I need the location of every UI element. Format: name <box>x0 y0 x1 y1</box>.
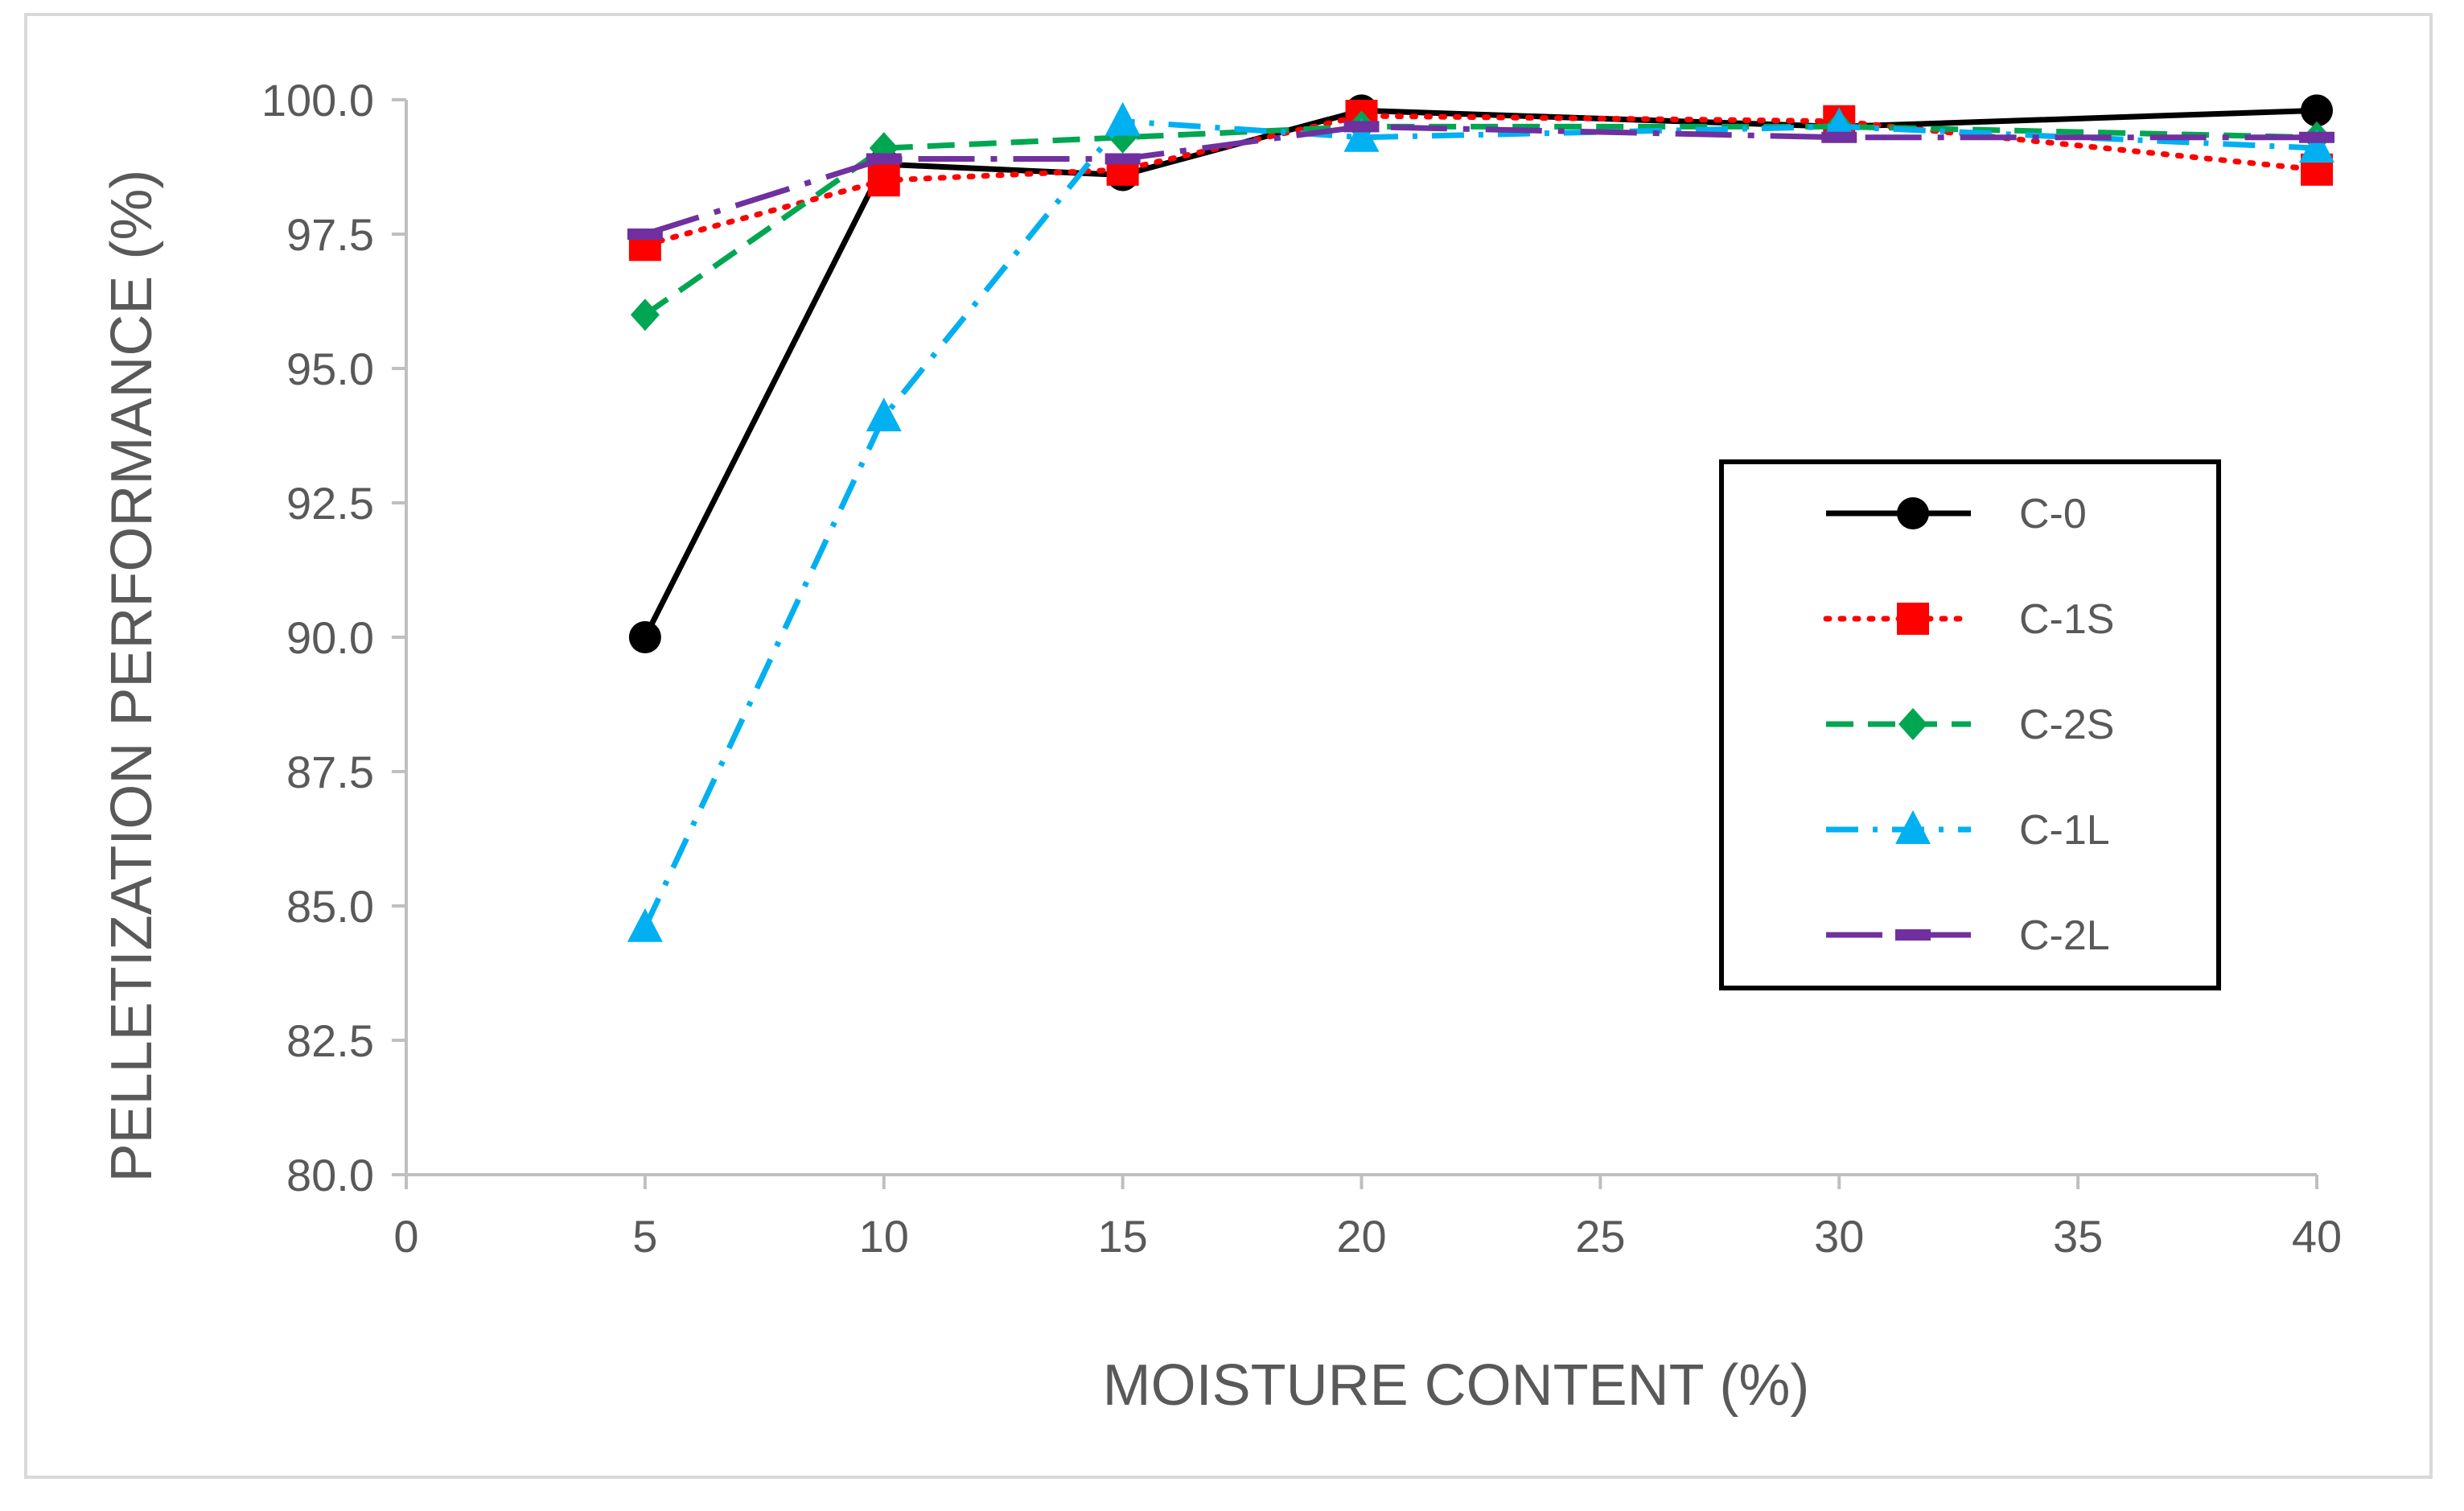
data-point-legend-c1l <box>1895 810 1931 844</box>
legend-label-c2s: C-2S <box>2019 702 2114 748</box>
data-point-c0 <box>628 621 661 653</box>
data-point-legend-c2s <box>1898 708 1927 740</box>
x-tick-label: 10 <box>859 1211 909 1262</box>
series-c2l <box>627 121 2334 240</box>
data-point-c2l <box>1343 121 1380 133</box>
data-point-c2s <box>630 298 660 331</box>
data-point-legend-c0 <box>1897 497 1929 529</box>
series-lines <box>627 94 2334 942</box>
series-c1l <box>627 101 2334 942</box>
legend-box <box>1719 459 2221 990</box>
y-tick-label: 97.5 <box>286 209 374 260</box>
data-point-c2l <box>627 229 663 240</box>
data-point-c2l <box>1104 153 1141 165</box>
data-point-c0 <box>2301 94 2333 127</box>
x-tick-label: 30 <box>1814 1211 1864 1262</box>
data-point-c1l <box>1104 101 1141 136</box>
x-tick-label: 20 <box>1336 1211 1386 1262</box>
data-point-c1l <box>1343 117 1380 152</box>
y-tick-label: 92.5 <box>286 478 374 529</box>
x-tick-label: 0 <box>393 1211 418 1262</box>
y-axis-title: PELLETIZATION PERFORMANCE (%) <box>100 170 164 1183</box>
y-tick-label: 82.5 <box>286 1015 374 1066</box>
x-axis-title: MOISTURE CONTENT (%) <box>1103 1353 1810 1418</box>
x-tick-label: 25 <box>1575 1211 1625 1262</box>
x-tick-label: 35 <box>2053 1211 2103 1262</box>
x-tick-label: 15 <box>1097 1211 1147 1262</box>
data-point-legend-c2l <box>1895 929 1931 941</box>
y-tick-label: 90.0 <box>286 612 374 663</box>
y-tick-label: 95.0 <box>286 344 374 394</box>
data-point-c1l <box>2299 129 2334 163</box>
legend-label-c1s: C-1S <box>2019 596 2114 643</box>
legend-label-c2l: C-2L <box>2019 912 2110 959</box>
legend: C-0 C-1S C-2S C-1L C-2L <box>1719 459 2221 990</box>
y-tick-label: 87.5 <box>286 747 374 797</box>
data-point-legend-c1s <box>1897 603 1929 635</box>
y-tick-label: 85.0 <box>286 881 374 932</box>
legend-label-c0: C-0 <box>2019 491 2087 537</box>
data-point-c1l <box>866 397 902 432</box>
series-line-c1l <box>642 118 2318 929</box>
y-tick-label: 80.0 <box>286 1150 374 1200</box>
x-tick-label: 5 <box>632 1211 657 1262</box>
x-tick-label: 40 <box>2292 1211 2342 1262</box>
y-tick-label: 100.0 <box>261 75 374 126</box>
data-point-c2l <box>2299 131 2334 143</box>
data-point-c1s <box>867 164 900 197</box>
data-point-c1l <box>627 908 663 942</box>
data-point-c2l <box>1821 131 1857 143</box>
legend-label-c1l: C-1L <box>2019 807 2110 854</box>
series-line-c2l <box>644 123 2317 237</box>
data-point-c2l <box>866 153 902 165</box>
axes: 0 5 10 15 20 25 30 35 40 80.0 82.5 85.0 87.5 90.0 92.5… <box>261 75 2342 1262</box>
